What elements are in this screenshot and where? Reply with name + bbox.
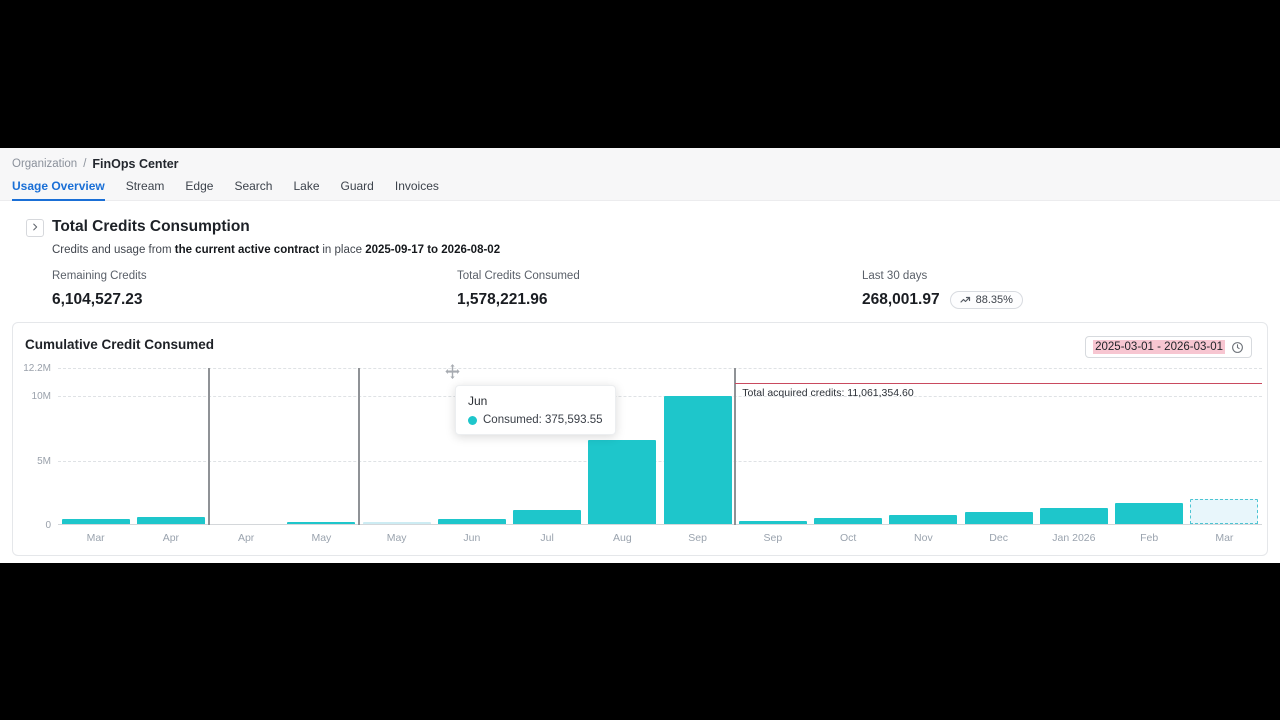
- chevron-right-icon: [30, 219, 40, 237]
- x-tick-label: Mar: [86, 532, 105, 544]
- date-range-value[interactable]: 2025-03-01 - 2026-03-01: [1093, 340, 1225, 354]
- tooltip-row: Consumed: 375,593.55: [468, 414, 603, 426]
- x-tick-label: Oct: [839, 532, 857, 544]
- x-tick-label: Sep: [688, 532, 707, 544]
- metric-value: 1,578,221.96: [457, 291, 548, 308]
- bar-jul-6[interactable]: [513, 510, 582, 524]
- bar-feb-14[interactable]: [1115, 503, 1184, 524]
- crosshair-cursor-icon: [444, 363, 461, 380]
- tab-bar: Usage Overview Stream Edge Search Lake G…: [12, 179, 439, 201]
- breadcrumb-separator: /: [83, 158, 87, 170]
- bar-may-3[interactable]: [287, 522, 356, 524]
- breadcrumb: Organization / FinOps Center: [12, 157, 179, 171]
- series-dot-icon: [468, 415, 477, 425]
- tab-guard[interactable]: Guard: [340, 179, 374, 193]
- bar-dec-12[interactable]: [964, 512, 1033, 524]
- plot-area: Total acquired credits: 11,061,354.60: [58, 368, 1262, 525]
- bar-sep-8[interactable]: [663, 396, 732, 524]
- metric-total-consumed: Total Credits Consumed 1,578,221.96: [457, 270, 862, 309]
- gridline: [58, 460, 1262, 462]
- x-tick-label: Jul: [540, 532, 554, 544]
- trending-up-icon: [959, 295, 972, 305]
- bar-jun-5[interactable]: [437, 519, 506, 524]
- metric-value: 6,104,527.23: [52, 291, 143, 308]
- total-acquired-credits-line: [735, 382, 1262, 384]
- clock-icon[interactable]: [1231, 341, 1244, 354]
- tab-lake[interactable]: Lake: [293, 179, 320, 193]
- bar-may-4[interactable]: [362, 522, 431, 524]
- tab-search[interactable]: Search: [234, 179, 273, 193]
- breadcrumb-current: FinOps Center: [92, 157, 179, 171]
- section-title: Total Credits Consumption: [52, 218, 250, 235]
- metric-last-30-days: Last 30 days 268,001.97 88.35%: [862, 270, 1267, 309]
- x-tick-label: May: [311, 532, 332, 544]
- y-tick-label: 5M: [37, 455, 51, 467]
- y-axis-labels: 0 5M 10M 12.2M: [13, 363, 51, 531]
- metrics-row: Remaining Credits 6,104,527.23 Total Cre…: [52, 270, 1267, 309]
- tooltip-value: Consumed: 375,593.55: [483, 414, 603, 426]
- bar-oct-10[interactable]: [814, 518, 883, 524]
- section-subtitle: Credits and usage from the current activ…: [52, 244, 501, 256]
- bar-sep-9[interactable]: [738, 521, 807, 524]
- y-tick-label: 0: [45, 520, 51, 531]
- cumulative-credit-card: Cumulative Credit Consumed 2025-03-01 - …: [12, 322, 1268, 556]
- tab-stream[interactable]: Stream: [125, 179, 165, 193]
- x-tick-label: Apr: [162, 532, 180, 544]
- gridline: [58, 396, 1262, 398]
- finops-page: Organization / FinOps Center Usage Overv…: [0, 148, 1280, 563]
- x-tick-label: Nov: [914, 532, 933, 544]
- gridline: [58, 368, 1262, 369]
- y-tick-label: 10M: [31, 391, 51, 403]
- bar-mar-0[interactable]: [61, 519, 130, 524]
- bar-aug-7[interactable]: [588, 440, 657, 524]
- metric-label: Total Credits Consumed: [457, 270, 580, 282]
- bar-apr-1[interactable]: [136, 517, 205, 524]
- breadcrumb-organization[interactable]: Organization: [12, 158, 78, 170]
- tab-invoices[interactable]: Invoices: [394, 179, 439, 193]
- tooltip-title: Jun: [468, 394, 488, 408]
- metric-label: Remaining Credits: [52, 270, 147, 282]
- bar-mar-15[interactable]: [1190, 499, 1259, 524]
- contract-boundary-line: [358, 368, 360, 525]
- bar-nov-11[interactable]: [889, 515, 958, 524]
- metric-label: Last 30 days: [862, 270, 928, 282]
- chart-tooltip: Jun Consumed: 375,593.55: [455, 385, 616, 435]
- contract-boundary-line: [207, 368, 210, 525]
- x-tick-label: Sep: [763, 532, 783, 544]
- x-tick-label: Mar: [1215, 532, 1234, 544]
- y-tick-label: 12.2M: [23, 363, 51, 374]
- x-tick-label: Jun: [463, 532, 481, 544]
- metric-value: 268,001.97 88.35%: [862, 291, 1267, 309]
- date-range-picker[interactable]: 2025-03-01 - 2026-03-01: [1085, 336, 1252, 358]
- tab-usage-overview[interactable]: Usage Overview: [12, 179, 105, 201]
- chart-title: Cumulative Credit Consumed: [25, 337, 215, 352]
- trend-badge: 88.35%: [949, 291, 1023, 309]
- x-tick-label: Aug: [613, 532, 632, 544]
- x-axis-labels: Mar Apr Apr May May Jun Jul Aug Sep Sep Oct Nov Dec J…: [58, 532, 1262, 544]
- x-tick-label: Apr: [237, 532, 255, 544]
- x-tick-label: Feb: [1140, 532, 1159, 544]
- x-tick-label: Jan 2026: [1052, 532, 1096, 544]
- tab-edge[interactable]: Edge: [185, 179, 214, 193]
- expand-section-button[interactable]: [26, 219, 44, 237]
- metric-remaining-credits: Remaining Credits 6,104,527.23: [52, 270, 457, 309]
- contract-boundary-line: [734, 368, 737, 525]
- page-header: Organization / FinOps Center Usage Overv…: [0, 148, 1280, 201]
- bar-jan-2026-13[interactable]: [1039, 508, 1108, 524]
- x-tick-label: Dec: [989, 532, 1008, 544]
- x-tick-label: May: [386, 532, 407, 544]
- total-acquired-credits-label: Total acquired credits: 11,061,354.60: [742, 386, 914, 399]
